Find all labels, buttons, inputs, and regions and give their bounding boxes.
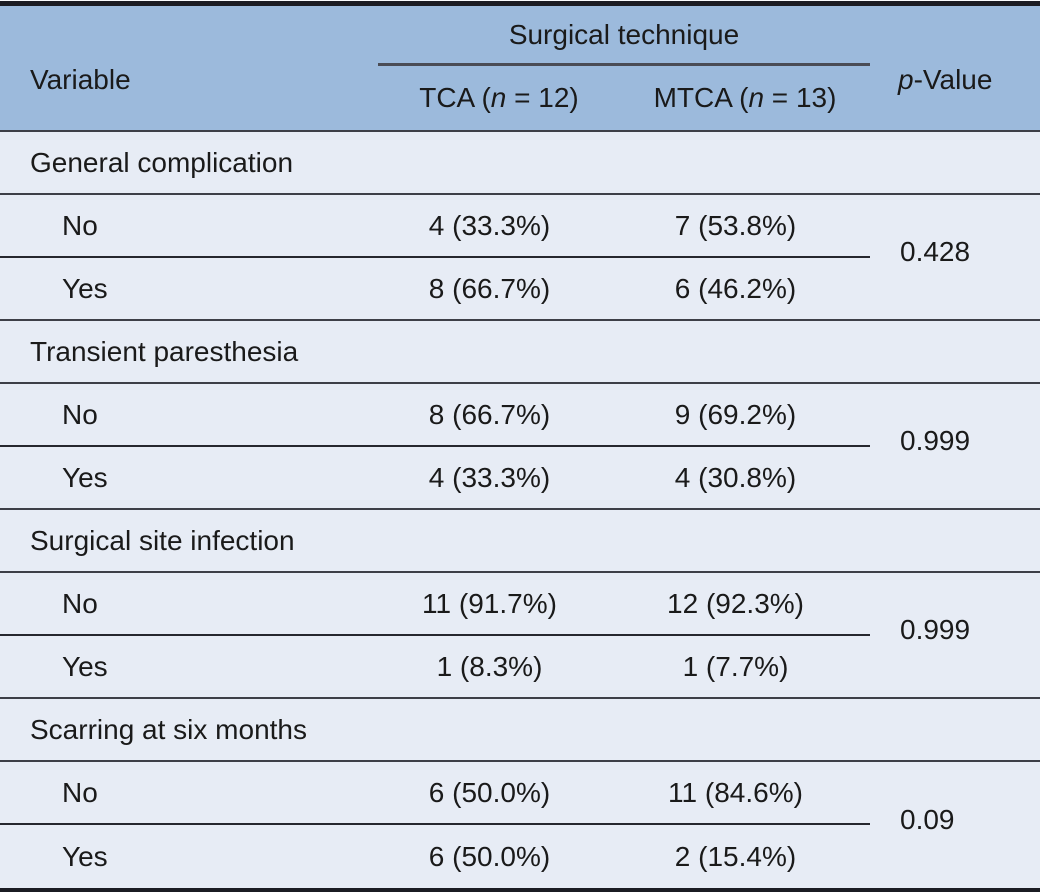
p-value-cell: 0.999 [870,573,1040,699]
mtca-value: 1 (7.7%) [620,636,870,699]
mtca-label-prefix: MTCA ( [653,82,749,113]
p-value-label: -Value [913,63,993,95]
tca-value: 4 (33.3%) [378,195,620,258]
tca-value: 6 (50.0%) [428,840,551,872]
section-general-complication: General complication No 4 (33.3%) 7 (53.… [0,132,1040,321]
section-header-row: Transient paresthesia [0,321,1040,384]
p-italic: p [898,63,914,95]
row-label-no: No [0,195,378,258]
n-italic: n [748,82,765,113]
mtca-value: 12 (92.3%) [620,573,870,636]
section-header-row: Scarring at six months [0,699,1040,762]
tca-label-suffix: = 12) [506,82,579,113]
table-row: Yes 4 (33.3%) 4 (30.8%) [0,447,1040,510]
table-row: No 6 (50.0%) 11 (84.6%) 0.09 [0,762,1040,835]
row-label-no: No [0,384,378,447]
section-label: Transient paresthesia [0,321,1040,384]
tca-value: 8 (66.7%) [378,258,620,321]
mtca-value: 7 (53.8%) [620,195,870,258]
section-surgical-site-infection: Surgical site infection No 11 (91.7%) 12… [0,510,1040,699]
table-row: Yes 1 (8.3%) 1 (7.7%) [0,636,1040,699]
column-header-tca: TCA (n = 12) [378,66,620,132]
tca-value: 4 (33.3%) [378,447,620,510]
table-row: No 8 (66.7%) 9 (69.2%) 0.999 [0,384,1040,510]
column-header-p-value: p-Value [870,6,1040,132]
table-row: No 11 (91.7%) 12 (92.3%) 0.999 [0,573,1040,699]
header-row-spanner: Variable Surgical technique p-Value [0,6,1040,132]
tca-value: 8 (66.7%) [378,384,620,447]
mtca-value: 9 (69.2%) [620,384,870,447]
row-label-yes: Yes [0,447,378,510]
tca-value: 1 (8.3%) [378,636,620,699]
row-label-no: No [0,573,378,636]
tca-value: 6 (50.0%) [378,762,620,825]
mtca-label-suffix: = 13) [764,82,837,113]
row-label-yes: Yes [62,840,108,872]
header-row-groups: TCA (n = 12) MTCA (n = 13) [0,66,1040,132]
table-row: Yes 8 (66.7%) 6 (46.2%) [0,258,1040,321]
mtca-value: 2 (15.4%) [674,840,797,872]
mtca-value: 11 (84.6%) [620,762,870,825]
row-label-yes: Yes [0,258,378,321]
column-header-variable: Variable [0,6,378,132]
tca-value: 11 (91.7%) [378,573,620,636]
table-header: Variable Surgical technique p-Value TCA … [0,6,1040,132]
row-label-yes: Yes [0,636,378,699]
tca-label-prefix: TCA ( [419,82,491,113]
section-header-row: General complication [0,132,1040,195]
table-row: No 4 (33.3%) 7 (53.8%) 0.428 [0,195,1040,321]
column-group-header-surgical-technique: Surgical technique [378,6,870,66]
section-header-row: Surgical site infection [0,510,1040,573]
p-value-cell: 0.09 [900,803,955,835]
column-header-mtca: MTCA (n = 13) [620,66,870,132]
section-scarring-at-six-months: Scarring at six months No 6 (50.0%) 11 (… [0,699,1040,888]
section-label: General complication [0,132,1040,195]
surgical-technique-label: Surgical technique [508,18,740,50]
p-value-cell: 0.999 [870,384,1040,510]
table-row: Yes 6 (50.0%) 2 (15.4%) [0,825,1040,888]
section-label: Surgical site infection [0,510,1040,573]
section-transient-paresthesia: Transient paresthesia No 8 (66.7%) 9 (69… [0,321,1040,510]
n-italic: n [490,82,507,113]
p-value-cell: 0.428 [870,195,1040,321]
mtca-value: 6 (46.2%) [620,258,870,321]
row-label-no: No [0,762,378,825]
mtca-value: 4 (30.8%) [620,447,870,510]
section-label: Scarring at six months [0,699,1040,762]
